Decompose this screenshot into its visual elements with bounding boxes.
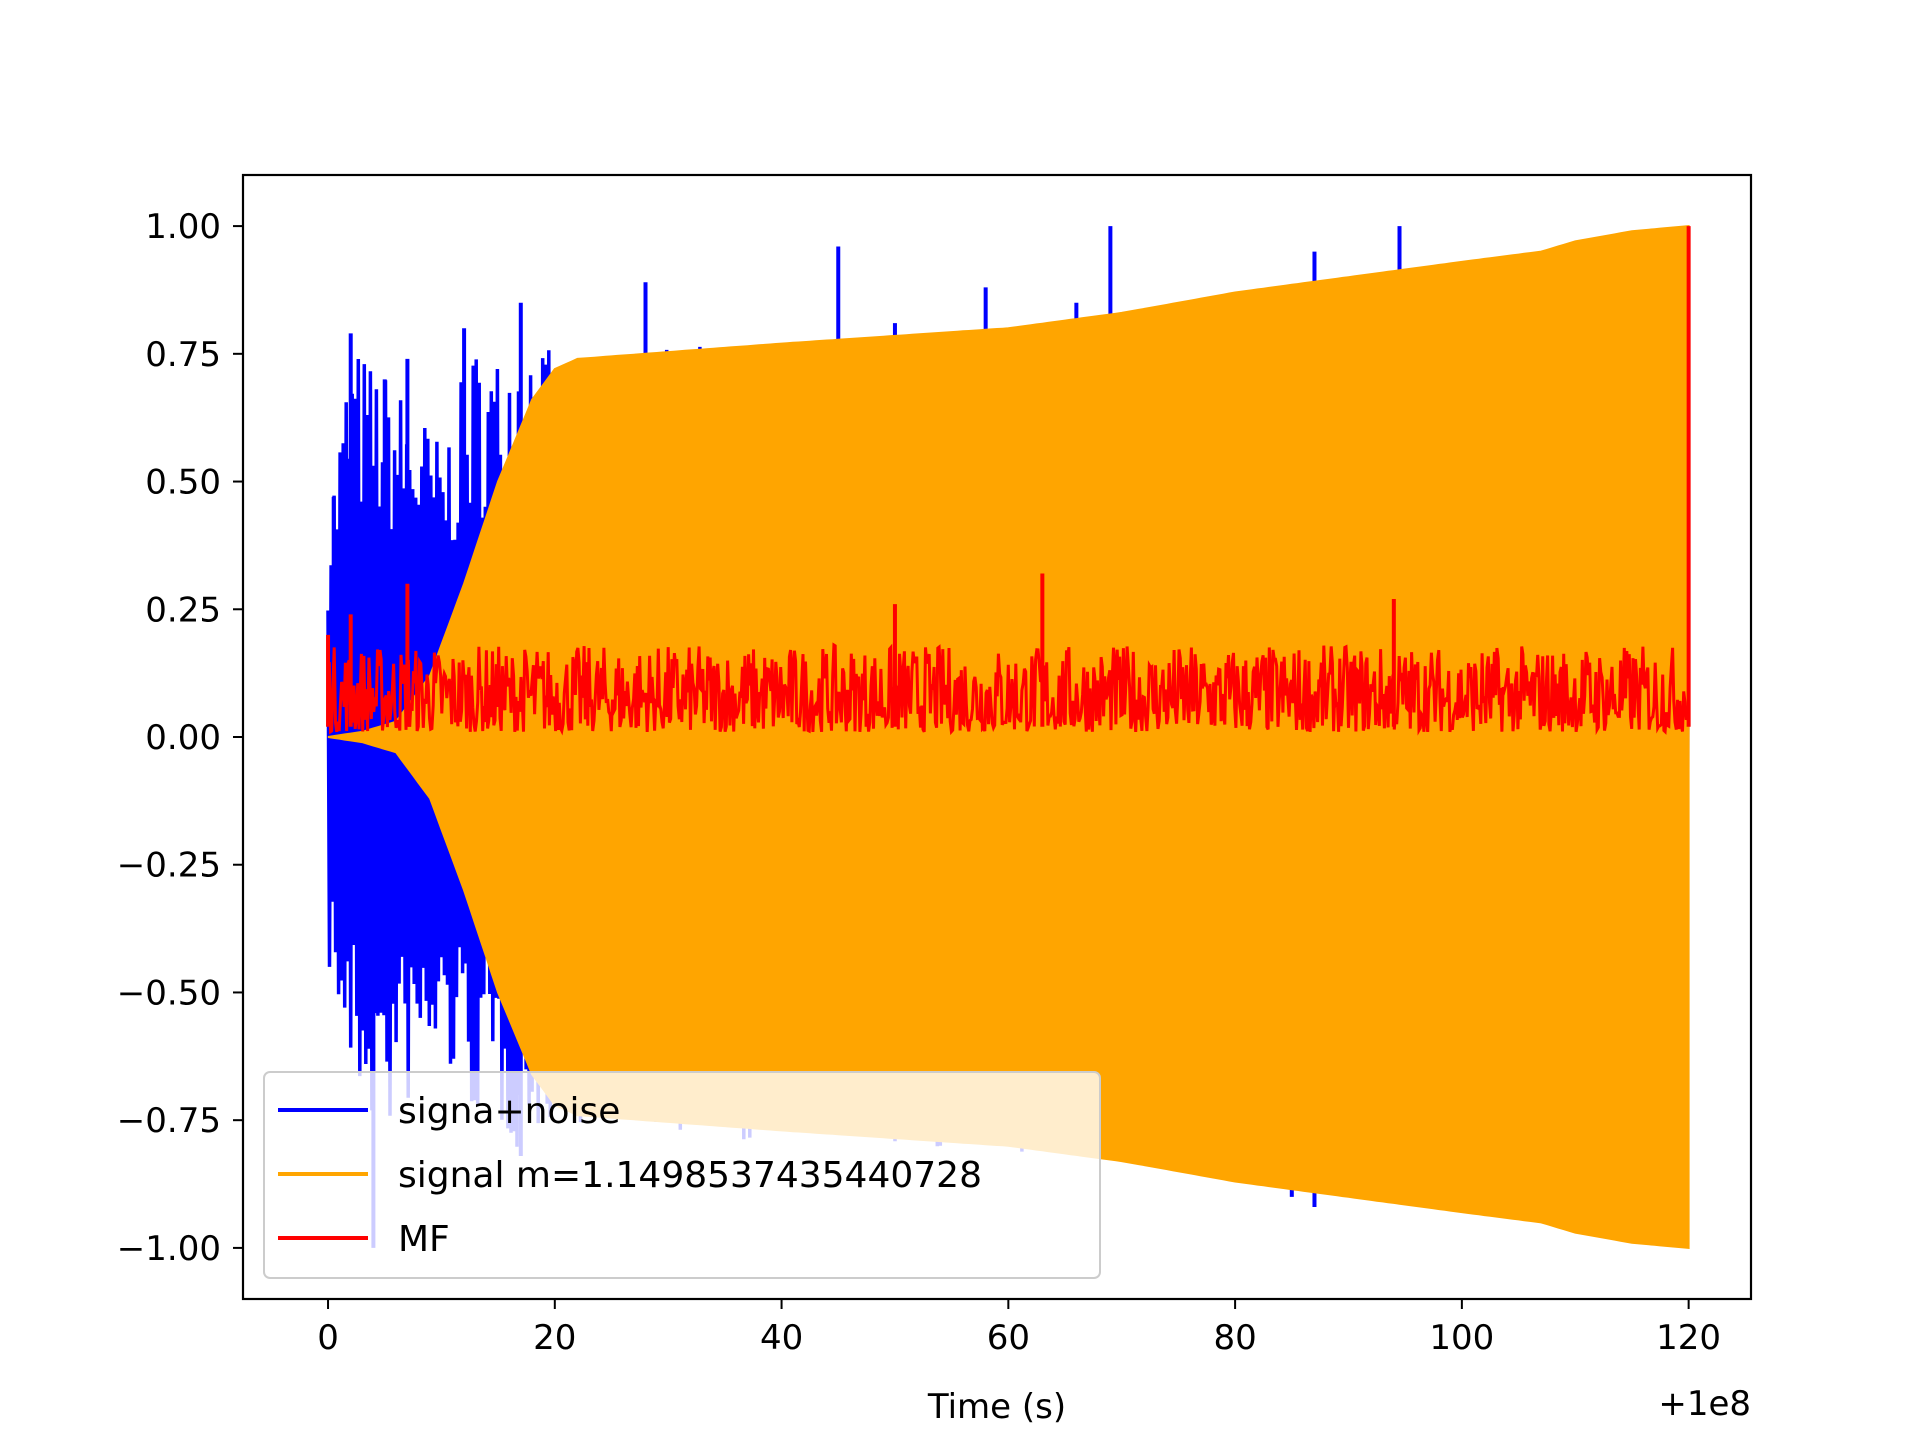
y-tick-label: 1.00 — [145, 207, 221, 247]
y-tick-label: 0.75 — [145, 335, 221, 375]
x-axis: 0 20 40 60 80 100 120 — [317, 1299, 1721, 1358]
legend-box — [263, 1071, 1101, 1279]
y-tick-label: −0.50 — [117, 973, 221, 1013]
y-tick-label: 0.50 — [145, 463, 221, 503]
x-tick-label: 40 — [760, 1318, 803, 1358]
x-tick-label: 0 — [317, 1318, 339, 1358]
x-axis-label: Time (s) — [927, 1387, 1066, 1427]
x-tick-label: 20 — [533, 1318, 576, 1358]
y-tick-label: 0.25 — [145, 590, 221, 630]
legend-label: MF — [398, 1219, 450, 1260]
legend-label: signal m=1.1498537435440728 — [398, 1155, 982, 1196]
plot-area — [326, 225, 1691, 1249]
y-tick-label: 0.00 — [145, 718, 221, 758]
legend-label: signa+noise — [398, 1091, 620, 1132]
x-tick-label: 120 — [1656, 1318, 1721, 1358]
x-tick-label: 80 — [1213, 1318, 1256, 1358]
x-tick-label: 60 — [987, 1318, 1030, 1358]
y-tick-label: −0.25 — [117, 846, 221, 886]
y-axis: 1.00 0.75 0.50 0.25 0.00 −0.25 −0.50 −0.75 −1.00 — [117, 207, 243, 1269]
y-tick-label: −1.00 — [117, 1229, 221, 1269]
series-mf-line — [326, 642, 1691, 736]
x-tick-label: 100 — [1429, 1318, 1494, 1358]
x-offset-label: +1e8 — [1658, 1384, 1751, 1424]
y-tick-label: −0.75 — [117, 1101, 221, 1141]
legend: signa+noise signal m=1.1498537435440728 MF — [263, 1071, 1101, 1279]
